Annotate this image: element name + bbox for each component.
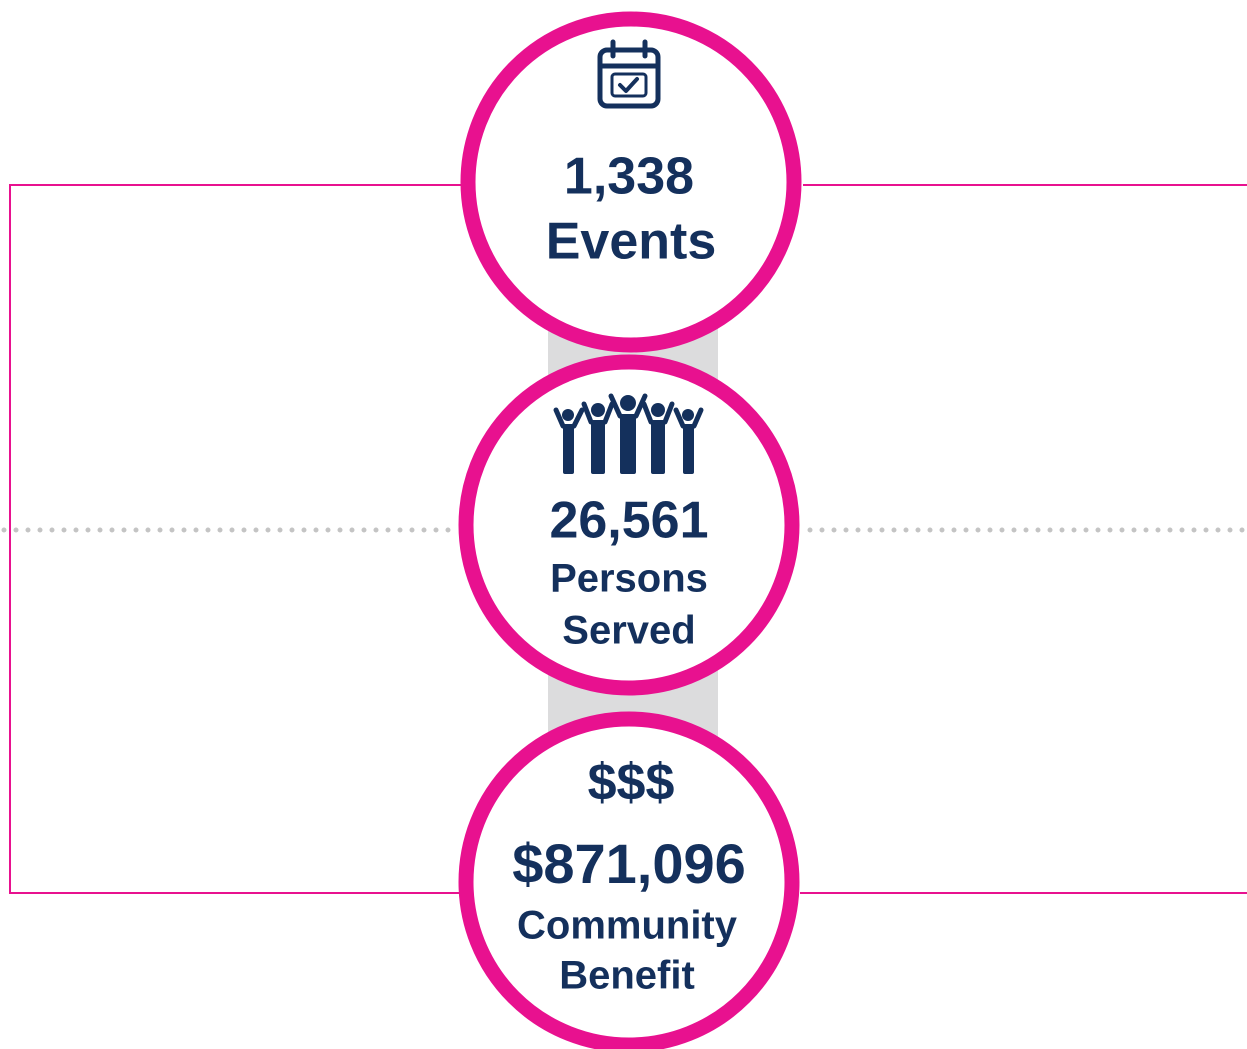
stat-label: Community (517, 904, 738, 948)
stat-label: Benefit (559, 954, 695, 998)
calendar-icon (597, 39, 661, 109)
stat-value: 1,338 (564, 148, 694, 206)
people-icon (562, 395, 694, 474)
dollar-icon: $$$ (588, 754, 675, 812)
stat-circle (458, 711, 800, 1049)
stat-circle (458, 354, 800, 696)
stat-label: Persons (550, 557, 708, 601)
stat-label: Served (562, 609, 695, 653)
stat-value: $871,096 (512, 832, 746, 895)
stat-label: Events (546, 213, 717, 271)
people-arms (553, 393, 704, 429)
frame-left (9, 184, 462, 894)
stat-value: 26,561 (549, 492, 708, 550)
stat-circle (460, 11, 802, 353)
